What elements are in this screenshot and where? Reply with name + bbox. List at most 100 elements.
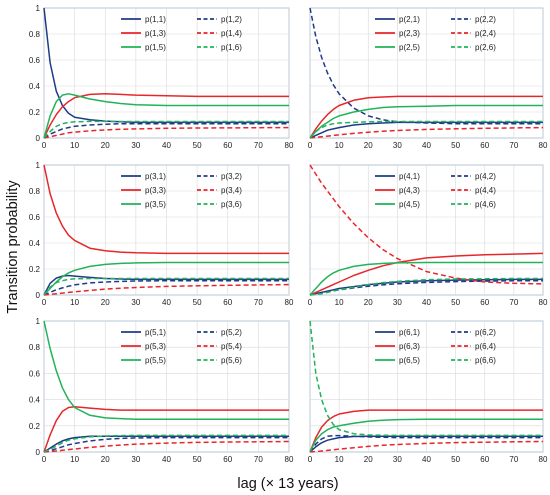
- legend-label: p(5,4): [221, 342, 242, 351]
- series-line-p(4,5): [309, 261, 543, 296]
- x-tick-label: 10: [70, 141, 79, 150]
- y-tick-label: 0: [36, 291, 41, 300]
- x-tick-label: 50: [193, 298, 202, 307]
- x-tick-label: 70: [509, 455, 518, 464]
- series-line-p(6,5): [309, 418, 543, 453]
- x-tick-label: 0: [308, 455, 313, 464]
- x-tick-label: 40: [422, 298, 431, 307]
- x-tick-label: 80: [285, 141, 294, 150]
- y-tick-label: 0.4: [29, 396, 41, 405]
- series-line-p(1,6): [43, 120, 289, 139]
- x-tick-label: 60: [223, 455, 232, 464]
- x-tick-label: 60: [223, 141, 232, 150]
- x-tick-label: 20: [364, 298, 373, 307]
- y-tick-label: 0: [36, 134, 41, 143]
- x-tick-label: 30: [131, 141, 140, 150]
- series-line-p(3,3): [43, 164, 289, 255]
- series-line-p(2,1): [309, 121, 543, 139]
- legend-label: p(1,2): [221, 15, 242, 24]
- legend-label: p(1,5): [145, 43, 166, 52]
- y-tick-label: 1: [36, 317, 41, 326]
- legend-label: p(2,3): [399, 29, 420, 38]
- x-tick-label: 20: [101, 298, 110, 307]
- legend-label: p(1,4): [221, 29, 242, 38]
- x-tick-label: 70: [509, 298, 518, 307]
- x-tick-label: 10: [335, 455, 344, 464]
- x-tick-label: 0: [42, 455, 47, 464]
- x-tick-label: 30: [393, 455, 402, 464]
- x-tick-label: 70: [509, 141, 518, 150]
- series-line-p(6,4): [309, 440, 544, 453]
- legend-label: p(1,3): [145, 29, 166, 38]
- y-tick-label: 0.4: [29, 82, 41, 91]
- x-tick-label: 50: [193, 141, 202, 150]
- series-line-p(1,2): [43, 122, 289, 139]
- x-tick-label: 50: [451, 455, 460, 464]
- series-line-p(4,6): [309, 277, 543, 296]
- x-tick-label: 20: [364, 455, 373, 464]
- y-tick-label: 0: [36, 448, 41, 457]
- x-tick-label: 20: [101, 455, 110, 464]
- x-tick-label: 0: [308, 298, 313, 307]
- y-tick-label: 0.6: [29, 369, 41, 378]
- y-tick-label: 1: [36, 4, 41, 13]
- y-tick-label: 0.6: [29, 213, 41, 222]
- x-tick-label: 80: [539, 455, 548, 464]
- chart-panel-2: 0 10 20 30 40 50 60 70 80 p(2,1) p(2,2) p(2,3) p(2,4…: [308, 7, 548, 150]
- x-tick-label: 0: [42, 141, 47, 150]
- chart-panel-5: 0 10 20 30 40 50 60 70 80 0 0.2 0.4 0.6 0.8 1 p(5,1) p(5…: [29, 317, 294, 464]
- legend-label: p(3,1): [145, 172, 166, 181]
- legend-label: p(6,5): [399, 356, 420, 365]
- legend-label: p(6,3): [399, 342, 420, 351]
- legend-label: p(4,1): [399, 172, 420, 181]
- series-line-p(2,3): [309, 95, 543, 139]
- legend-label: p(3,5): [145, 200, 166, 209]
- legend-label: p(6,4): [475, 342, 496, 351]
- legend-label: p(5,6): [221, 356, 242, 365]
- legend-label: p(2,4): [475, 29, 496, 38]
- series-line-p(5,3): [43, 406, 289, 453]
- legend-label: p(2,5): [399, 43, 420, 52]
- series-line-p(3,5): [43, 261, 289, 296]
- y-tick-label: 0.8: [29, 30, 41, 39]
- x-tick-label: 60: [480, 141, 489, 150]
- x-tick-label: 60: [480, 298, 489, 307]
- x-tick-label: 30: [131, 455, 140, 464]
- x-tick-label: 80: [285, 298, 294, 307]
- legend-label: p(1,6): [221, 43, 242, 52]
- y-tick-label: 0.6: [29, 56, 41, 65]
- legend-label: p(1,1): [145, 15, 166, 24]
- chart-panel-6: 0 10 20 30 40 50 60 70 80 p(6,1) p(6,2) p(6,3) p(6,4…: [308, 320, 548, 464]
- x-tick-label: 10: [335, 141, 344, 150]
- x-tick-label: 60: [480, 455, 489, 464]
- x-tick-label: 40: [422, 141, 431, 150]
- x-tick-label: 10: [335, 298, 344, 307]
- series-line-p(4,2): [309, 279, 544, 296]
- x-tick-label: 10: [70, 298, 79, 307]
- legend-label: p(6,1): [399, 328, 420, 337]
- chart-panel-4: 0 10 20 30 40 50 60 70 80 p(4,1) p(4,2) p(4,3) p(4,4…: [308, 164, 548, 307]
- x-tick-label: 70: [254, 141, 263, 150]
- y-tick-label: 0.8: [29, 343, 41, 352]
- x-tick-label: 40: [162, 141, 171, 150]
- y-tick-label: 1: [36, 161, 41, 170]
- legend-label: p(5,1): [145, 328, 166, 337]
- chart-panel-1: 0 10 20 30 40 50 60 70 80 0 0.2 0.4 0.6 0.8 1 p(1,1) p(1…: [29, 4, 294, 150]
- legend-label: p(5,2): [221, 328, 242, 337]
- series-line-p(6,6): [309, 320, 543, 437]
- x-tick-label: 0: [42, 298, 47, 307]
- legend-label: p(5,5): [145, 356, 166, 365]
- series-line-p(6,3): [309, 409, 543, 453]
- x-tick-label: 30: [131, 298, 140, 307]
- x-tick-label: 70: [254, 455, 263, 464]
- series-line-p(1,5): [43, 93, 289, 139]
- series-line-p(4,3): [309, 252, 544, 296]
- series-line-p(1,3): [43, 93, 289, 139]
- legend-label: p(3,2): [221, 172, 242, 181]
- x-tick-label: 40: [422, 455, 431, 464]
- x-tick-label: 0: [308, 141, 313, 150]
- legend-label: p(2,6): [475, 43, 496, 52]
- y-tick-label: 0.2: [29, 422, 41, 431]
- legend-label: p(6,2): [475, 328, 496, 337]
- y-tick-label: 0.2: [29, 108, 41, 117]
